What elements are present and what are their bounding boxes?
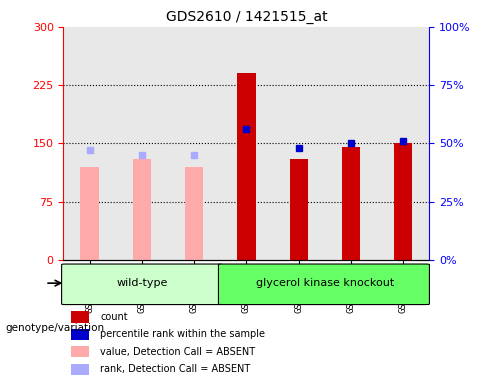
Text: GSM104740: GSM104740 (294, 265, 303, 313)
Bar (394, 143, 412, 260)
Bar (237, 73, 256, 260)
Bar (289, 159, 308, 260)
Bar (71, 346, 89, 358)
FancyBboxPatch shape (61, 264, 222, 305)
FancyBboxPatch shape (219, 264, 429, 305)
Bar (71, 311, 89, 323)
Text: GSM105142: GSM105142 (346, 265, 356, 313)
Bar (71, 364, 89, 375)
Text: value, Detection Call = ABSENT: value, Detection Call = ABSENT (100, 347, 255, 357)
Text: GSM105141: GSM105141 (190, 265, 199, 313)
Text: GSM104738: GSM104738 (85, 265, 94, 313)
Text: GSM105144: GSM105144 (399, 265, 408, 313)
Bar (81, 167, 99, 260)
Bar (185, 167, 203, 260)
Text: GSM105140: GSM105140 (137, 265, 146, 313)
Text: wild-type: wild-type (116, 278, 167, 288)
Text: glycerol kinase knockout: glycerol kinase knockout (256, 278, 394, 288)
Bar (133, 159, 151, 260)
Text: count: count (100, 312, 128, 322)
Title: GDS2610 / 1421515_at: GDS2610 / 1421515_at (165, 10, 327, 25)
Bar (71, 329, 89, 340)
Text: percentile rank within the sample: percentile rank within the sample (100, 329, 265, 339)
Text: GSM104736: GSM104736 (242, 265, 251, 313)
Text: rank, Detection Call = ABSENT: rank, Detection Call = ABSENT (100, 364, 250, 374)
Bar (342, 147, 360, 260)
Text: genotype/variation: genotype/variation (5, 323, 104, 333)
